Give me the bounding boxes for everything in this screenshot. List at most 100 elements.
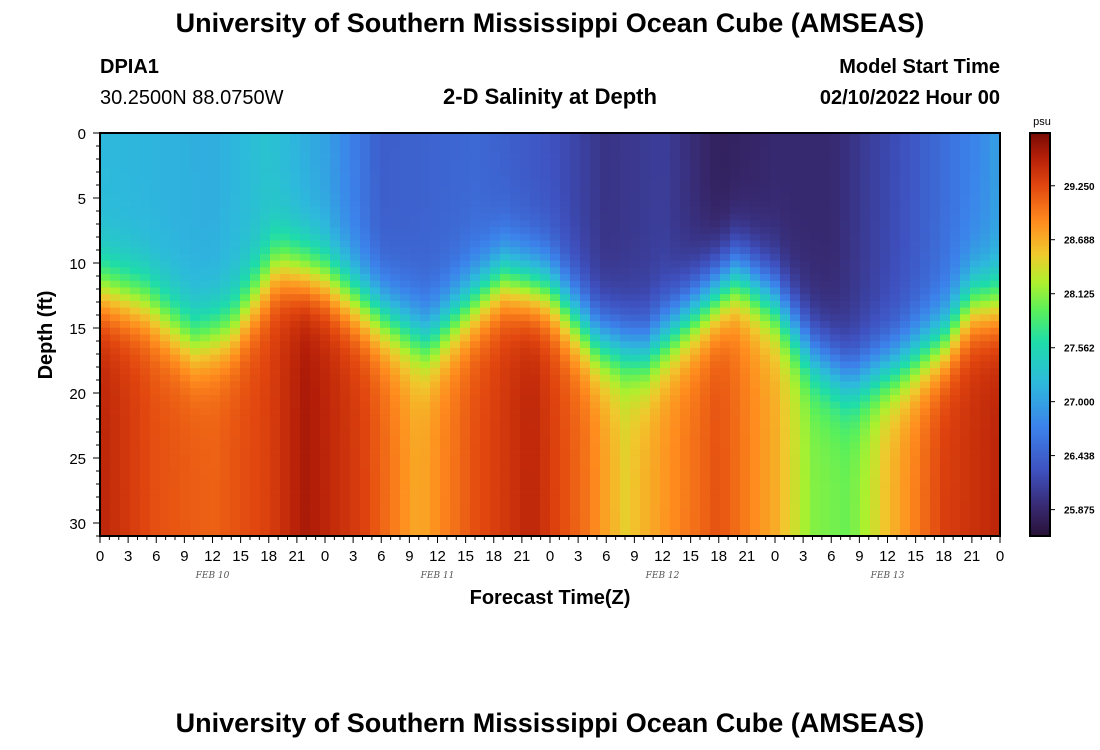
heatmap-cell [290, 247, 301, 255]
heatmap-cell [460, 421, 471, 430]
heatmap-cell [420, 166, 431, 174]
heatmap-cell [430, 253, 441, 262]
heatmap-cell [890, 495, 901, 504]
heatmap-cell [490, 468, 501, 477]
heatmap-cell [420, 401, 431, 409]
heatmap-cell [790, 133, 801, 141]
heatmap-cell [500, 441, 511, 450]
heatmap-cell [850, 462, 861, 470]
heatmap-cell [110, 455, 121, 463]
heatmap-cell [470, 462, 481, 470]
heatmap-cell [580, 374, 591, 383]
heatmap-cell [210, 146, 221, 154]
heatmap-cell [750, 220, 761, 228]
heatmap-cell [430, 307, 441, 315]
heatmap-cell [220, 388, 231, 396]
heatmap-cell [710, 475, 721, 483]
heatmap-cell [180, 180, 191, 188]
heatmap-cell [220, 441, 231, 450]
heatmap-cell [330, 327, 341, 336]
heatmap-cell [450, 488, 461, 497]
heatmap-cell [260, 462, 271, 470]
heatmap-cell [150, 341, 161, 349]
heatmap-cell [220, 482, 231, 490]
heatmap-cell [470, 475, 481, 483]
heatmap-cell [130, 159, 141, 168]
heatmap-cell [900, 260, 911, 268]
heatmap-cell [700, 347, 711, 356]
heatmap-cell [680, 220, 691, 228]
heatmap-cell [480, 415, 491, 423]
heatmap-cell [550, 381, 561, 389]
heatmap-cell [640, 186, 651, 195]
heatmap-cell [720, 327, 731, 336]
heatmap-cell [230, 368, 241, 376]
heatmap-cell [270, 200, 281, 208]
heatmap-cell [690, 381, 701, 389]
heatmap-cell [920, 327, 931, 336]
heatmap-cell [400, 468, 411, 477]
heatmap-cell [260, 159, 271, 168]
heatmap-cell [830, 495, 841, 504]
heatmap-cell [650, 307, 661, 315]
heatmap-cell [880, 314, 891, 322]
heatmap-cell [690, 515, 701, 524]
heatmap-cell [110, 300, 121, 309]
heatmap-cell [660, 227, 671, 235]
heatmap-cell [650, 300, 661, 309]
heatmap-cell [640, 146, 651, 154]
heatmap-cell [240, 388, 251, 396]
heatmap-cell [150, 482, 161, 490]
heatmap-cell [550, 408, 561, 416]
heatmap-cell [530, 495, 541, 504]
heatmap-cell [740, 173, 751, 181]
heatmap-cell [650, 415, 661, 423]
heatmap-cell [570, 381, 581, 389]
heatmap-cell [870, 448, 881, 456]
heatmap-cell [680, 448, 691, 456]
heatmap-cell [320, 448, 331, 456]
heatmap-cell [190, 394, 201, 403]
heatmap-cell [350, 428, 361, 436]
heatmap-cell [490, 300, 501, 309]
heatmap-cell [900, 227, 911, 235]
heatmap-cell [740, 274, 751, 282]
heatmap-cell [440, 206, 451, 215]
heatmap-cell [700, 280, 711, 289]
heatmap-cell [660, 368, 671, 376]
heatmap-cell [430, 186, 441, 195]
heatmap-cell [830, 321, 841, 329]
heatmap-cell [730, 294, 741, 302]
heatmap-cell [670, 213, 681, 221]
heatmap-cell [440, 294, 451, 302]
heatmap-cell [690, 421, 701, 430]
heatmap-cell [320, 180, 331, 188]
heatmap-cell [430, 334, 441, 342]
heatmap-cell [320, 139, 331, 148]
heatmap-cell [450, 240, 461, 248]
heatmap-cell [190, 240, 201, 248]
heatmap-cell [350, 502, 361, 510]
heatmap-cell [860, 314, 871, 322]
heatmap-cell [120, 139, 131, 148]
heatmap-cell [710, 247, 721, 255]
heatmap-cell [470, 421, 481, 430]
heatmap-cell [660, 206, 671, 215]
heatmap-cell [380, 509, 391, 517]
heatmap-cell [700, 475, 711, 483]
heatmap-cell [830, 468, 841, 477]
heatmap-cell [130, 394, 141, 403]
heatmap-cell [430, 354, 441, 362]
heatmap-cell [720, 482, 731, 490]
heatmap-cell [430, 394, 441, 403]
heatmap-cell [520, 274, 531, 282]
heatmap-cell [430, 482, 441, 490]
heatmap-cell [170, 368, 181, 376]
heatmap-cell [580, 166, 591, 174]
heatmap-cell [100, 274, 111, 282]
heatmap-cell [620, 441, 631, 450]
heatmap-cell [480, 488, 491, 497]
heatmap-cell [400, 327, 411, 336]
heatmap-cell [240, 173, 251, 181]
heatmap-cell [230, 334, 241, 342]
